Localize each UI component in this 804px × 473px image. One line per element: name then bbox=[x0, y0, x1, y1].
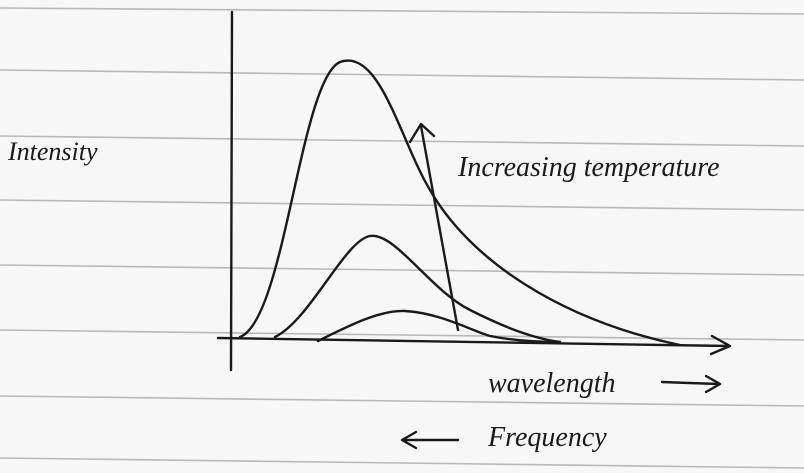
page: {"labels": {"y_axis": "Intensity", "anno… bbox=[0, 0, 804, 473]
y-axis bbox=[231, 12, 232, 370]
x-axis-label: wavelength bbox=[488, 368, 616, 399]
frequency-label: Frequency bbox=[487, 422, 607, 453]
temperature-annotation: Increasing temperature bbox=[457, 152, 720, 183]
sketch: Intensity Increasing temperature wavelen… bbox=[0, 0, 804, 473]
y-axis-label: Intensity bbox=[7, 137, 98, 166]
